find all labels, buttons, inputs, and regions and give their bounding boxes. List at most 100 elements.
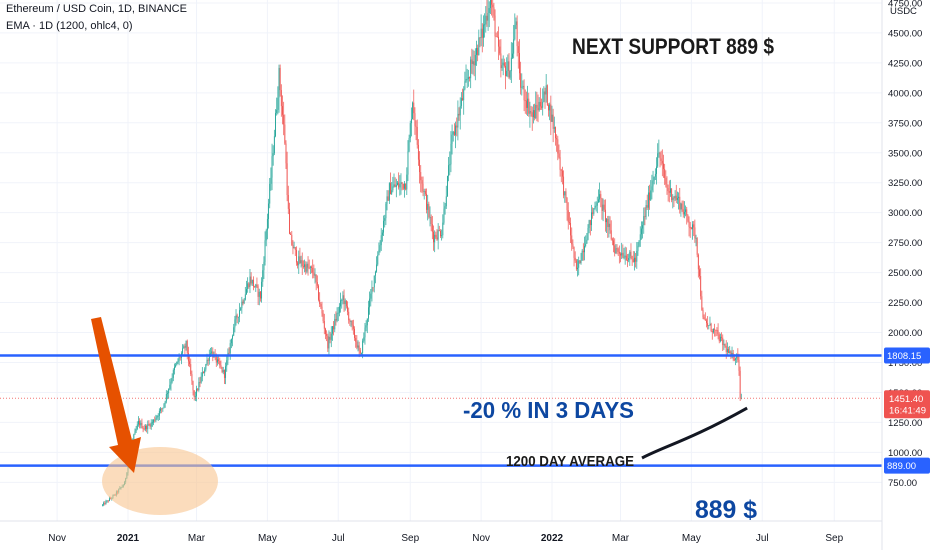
candle-body[interactable] bbox=[660, 158, 662, 161]
candle-body[interactable] bbox=[235, 315, 237, 320]
candle-body[interactable] bbox=[160, 408, 161, 411]
candle-body[interactable] bbox=[582, 250, 584, 253]
candle-body[interactable] bbox=[708, 325, 710, 327]
candle-body[interactable] bbox=[154, 419, 156, 421]
candle-body[interactable] bbox=[397, 182, 398, 185]
candle-body[interactable] bbox=[455, 125, 457, 135]
indicator-legend[interactable]: EMA · 1D (1200, ohlc4, 0) bbox=[6, 20, 133, 32]
candle-body[interactable] bbox=[378, 249, 380, 256]
candle-body[interactable] bbox=[330, 333, 332, 340]
candle-body[interactable] bbox=[183, 346, 185, 349]
candle-body[interactable] bbox=[697, 254, 699, 270]
candle-body[interactable] bbox=[146, 425, 148, 430]
candle-body[interactable] bbox=[488, 8, 490, 13]
candle-body[interactable] bbox=[349, 320, 351, 322]
candle-body[interactable] bbox=[481, 28, 483, 38]
candle-body[interactable] bbox=[460, 98, 462, 106]
candle-body[interactable] bbox=[592, 212, 594, 214]
candle-body[interactable] bbox=[134, 431, 136, 435]
candle-body[interactable] bbox=[438, 230, 440, 232]
candle-body[interactable] bbox=[629, 251, 631, 258]
candle-body[interactable] bbox=[149, 424, 151, 427]
candle-body[interactable] bbox=[544, 91, 546, 95]
candle-body[interactable] bbox=[329, 336, 331, 340]
candle-body[interactable] bbox=[696, 238, 698, 255]
candle-body[interactable] bbox=[589, 220, 591, 226]
candle-body[interactable] bbox=[453, 131, 455, 135]
candle-body[interactable] bbox=[647, 192, 649, 208]
candle-body[interactable] bbox=[263, 261, 265, 271]
candle-body[interactable] bbox=[412, 102, 414, 120]
candle-body[interactable] bbox=[320, 303, 322, 307]
candle-body[interactable] bbox=[223, 369, 225, 378]
candle-body[interactable] bbox=[184, 346, 186, 348]
candle-body[interactable] bbox=[489, 0, 491, 9]
candle-body[interactable] bbox=[153, 419, 155, 423]
candle-body[interactable] bbox=[244, 294, 246, 300]
candle-body[interactable] bbox=[168, 388, 170, 394]
candle-body[interactable] bbox=[387, 196, 389, 201]
candle-body[interactable] bbox=[176, 361, 178, 365]
candle-body[interactable] bbox=[591, 212, 592, 226]
candle-body[interactable] bbox=[499, 46, 501, 54]
candle-body[interactable] bbox=[158, 410, 160, 416]
candle-body[interactable] bbox=[580, 260, 582, 264]
candle-body[interactable] bbox=[478, 37, 480, 56]
candle-body[interactable] bbox=[336, 313, 338, 321]
candle-body[interactable] bbox=[730, 351, 732, 356]
candle-body[interactable] bbox=[308, 267, 310, 269]
candle-body[interactable] bbox=[259, 291, 261, 299]
candle-body[interactable] bbox=[552, 114, 554, 129]
candle-body[interactable] bbox=[232, 335, 233, 339]
candle-body[interactable] bbox=[634, 257, 635, 263]
candle-body[interactable] bbox=[164, 401, 166, 404]
candle-body[interactable] bbox=[726, 349, 728, 353]
candle-body[interactable] bbox=[436, 237, 438, 240]
candle-body[interactable] bbox=[391, 190, 393, 195]
candle-body[interactable] bbox=[567, 210, 569, 223]
candle-body[interactable] bbox=[163, 403, 165, 408]
candle-body[interactable] bbox=[241, 301, 243, 309]
candle-body[interactable] bbox=[501, 65, 503, 69]
candle-body[interactable] bbox=[271, 156, 273, 178]
candle-body[interactable] bbox=[652, 180, 654, 187]
candle-body[interactable] bbox=[564, 191, 566, 196]
candle-body[interactable] bbox=[261, 281, 263, 299]
candle-body[interactable] bbox=[307, 263, 309, 268]
candle-body[interactable] bbox=[473, 61, 475, 66]
candle-body[interactable] bbox=[595, 205, 597, 207]
last-price-tag[interactable] bbox=[884, 390, 930, 419]
candle-body[interactable] bbox=[688, 220, 690, 227]
candle-body[interactable] bbox=[373, 275, 375, 288]
candle-body[interactable] bbox=[248, 283, 250, 287]
candle-body[interactable] bbox=[739, 370, 741, 399]
candle-body[interactable] bbox=[503, 62, 505, 66]
candle-body[interactable] bbox=[434, 234, 436, 243]
candle-body[interactable] bbox=[695, 238, 697, 239]
candle-body[interactable] bbox=[237, 316, 239, 318]
candle-body[interactable] bbox=[428, 203, 430, 218]
candle-body[interactable] bbox=[198, 382, 200, 391]
candle-body[interactable] bbox=[139, 420, 141, 426]
candle-body[interactable] bbox=[718, 334, 720, 342]
candle-body[interactable] bbox=[302, 266, 304, 267]
candle-body[interactable] bbox=[270, 177, 272, 184]
candle-body[interactable] bbox=[442, 222, 444, 236]
candle-body[interactable] bbox=[197, 388, 199, 391]
candle-body[interactable] bbox=[574, 257, 576, 261]
candle-body[interactable] bbox=[462, 98, 463, 101]
candle-body[interactable] bbox=[625, 255, 627, 261]
candle-body[interactable] bbox=[495, 36, 497, 38]
candle-body[interactable] bbox=[316, 282, 318, 286]
candle-body[interactable] bbox=[614, 245, 616, 254]
candle-body[interactable] bbox=[621, 252, 623, 256]
candle-body[interactable] bbox=[515, 21, 517, 26]
candle-body[interactable] bbox=[579, 260, 581, 264]
candle-body[interactable] bbox=[140, 422, 142, 426]
candle-body[interactable] bbox=[699, 269, 700, 277]
candle-body[interactable] bbox=[383, 220, 385, 233]
candle-body[interactable] bbox=[255, 284, 257, 288]
candle-body[interactable] bbox=[572, 244, 574, 247]
candle-body[interactable] bbox=[638, 240, 640, 246]
candle-body[interactable] bbox=[414, 113, 416, 126]
